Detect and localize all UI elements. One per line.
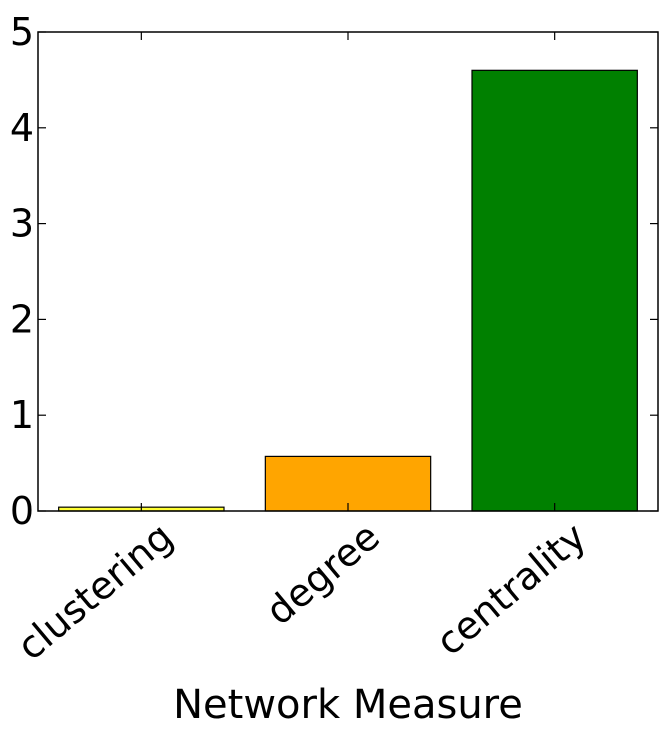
bar-degree <box>264 455 432 512</box>
x-tick-label-centrality: centrality <box>428 514 595 664</box>
y-tick-label: 4 <box>10 106 34 150</box>
bars-group <box>58 69 638 512</box>
bar-centrality <box>471 69 638 512</box>
y-tick-label: 0 <box>10 489 34 533</box>
y-tick-labels: 0 1 2 3 4 5 <box>10 10 34 533</box>
y-tick-label: 2 <box>10 297 34 341</box>
plot-frame <box>37 31 659 512</box>
x-axis-title: Network Measure <box>173 682 523 728</box>
x-tick-label-clustering: clustering <box>9 514 181 669</box>
x-tick-labels: clustering degree centrality <box>9 514 595 669</box>
x-tick-label-degree: degree <box>257 514 387 633</box>
y-tick-label: 3 <box>10 202 34 246</box>
y-tick-label: 1 <box>10 393 34 437</box>
y-tick-label: 5 <box>10 10 34 54</box>
